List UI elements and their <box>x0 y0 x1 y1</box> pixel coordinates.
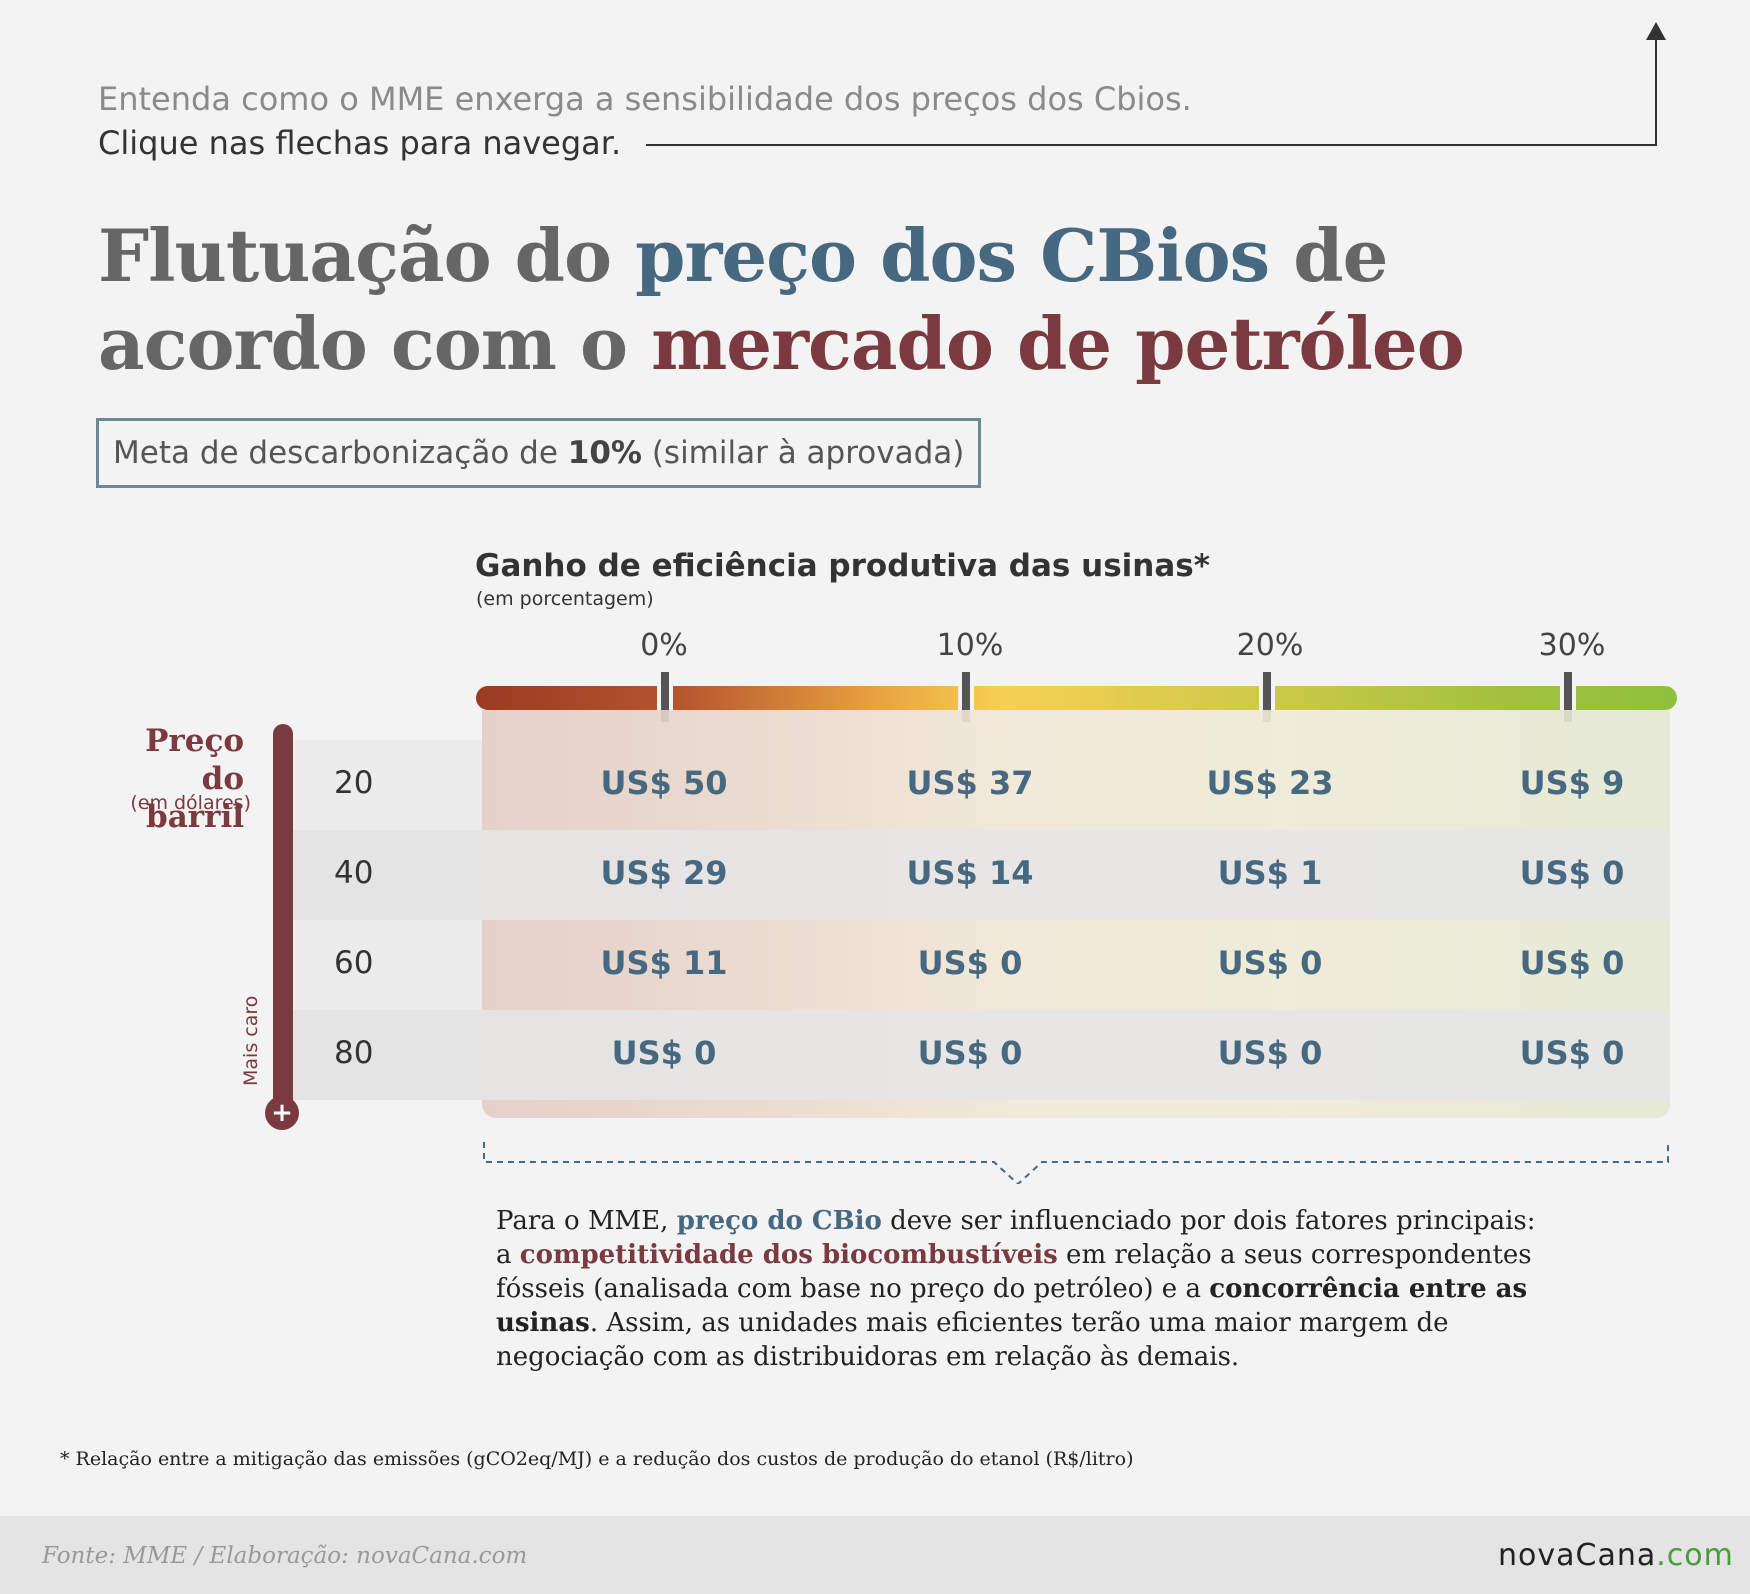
desc-highlight-competitiveness: competitividade dos biocombustíveis <box>519 1240 1058 1270</box>
desc-highlight-competition: concorrência entre as usinas <box>496 1274 1528 1338</box>
nav-line-vertical <box>1655 36 1657 146</box>
novacana-logo[interactable]: novaCana.com <box>1498 1538 1734 1573</box>
scenario-value: 10% <box>567 435 642 471</box>
row-price-label: 20 <box>334 765 374 801</box>
plus-icon: + <box>265 1096 299 1130</box>
arrow-up-icon[interactable] <box>1646 22 1666 40</box>
row-header-cell <box>292 1010 482 1100</box>
row-header-cell <box>292 740 482 830</box>
dashed-brace <box>483 1142 1669 1184</box>
title-part-1: Flutuação do <box>98 213 636 298</box>
column-label: 30% <box>1538 628 1606 663</box>
column-label: 20% <box>1236 628 1304 663</box>
footnote: * Relação entre a mitigação das emissões… <box>60 1448 1134 1470</box>
desc-highlight-price: preço do CBio <box>676 1206 882 1236</box>
scenario-box: Meta de descarbonização de 10% (similar … <box>96 418 982 488</box>
efficiency-gradient-bar <box>476 686 1677 710</box>
chart-subtitle: (em porcentagem) <box>476 588 654 610</box>
table-cell: US$ 11 <box>600 944 728 982</box>
table-cell: US$ 1 <box>1217 854 1323 892</box>
table-row <box>292 1010 1670 1100</box>
table-cell: US$ 37 <box>906 764 1034 802</box>
column-label: 0% <box>640 628 688 663</box>
table-cell: US$ 14 <box>906 854 1034 892</box>
table-cell: US$ 0 <box>1217 1034 1323 1072</box>
title-part-3: de acordo com o <box>98 213 1388 386</box>
intro-text: Entenda como o MME enxerga a sensibilida… <box>98 80 1192 118</box>
row-price-label: 40 <box>334 855 374 891</box>
row-header-cell <box>292 920 482 1010</box>
desc-part: . Assim, as unidades mais eficientes ter… <box>496 1308 1449 1372</box>
nav-line <box>646 144 1657 146</box>
table-cell: US$ 50 <box>600 764 728 802</box>
column-label: 10% <box>936 628 1004 663</box>
footer-bar <box>0 1516 1750 1594</box>
table-cell: US$ 9 <box>1519 764 1625 802</box>
scenario-suffix: (similar à aprovada) <box>641 435 965 471</box>
logo-main: novaCana <box>1498 1538 1657 1573</box>
table-cell: US$ 0 <box>917 944 1023 982</box>
desc-part: Para o MME, <box>496 1206 677 1236</box>
table-cell: US$ 0 <box>1519 1034 1625 1072</box>
row-header-cell <box>292 830 482 920</box>
navigation-hint: Clique nas flechas para navegar. <box>98 124 622 162</box>
chart-title: Ganho de eficiência produtiva das usinas… <box>475 548 1210 584</box>
title-highlight-petroleo: mercado de petróleo <box>651 301 1465 386</box>
table-cell: US$ 0 <box>1519 944 1625 982</box>
source-credit: Fonte: MME / Elaboração: novaCana.com <box>42 1543 528 1569</box>
table-cell: US$ 0 <box>917 1034 1023 1072</box>
table-cell: US$ 29 <box>600 854 728 892</box>
row-axis-bar <box>273 724 293 1112</box>
row-price-label: 60 <box>334 945 374 981</box>
table-cell: US$ 23 <box>1206 764 1334 802</box>
table-cell: US$ 0 <box>1519 854 1625 892</box>
title-highlight-cbios: preço dos CBios <box>635 213 1270 298</box>
table-cell: US$ 0 <box>1217 944 1323 982</box>
row-axis-direction-label: Mais caro <box>240 995 262 1086</box>
row-axis-subtitle: (em dólares) <box>130 792 251 814</box>
desc-part: deve ser influenciado por dois fatores p… <box>496 1206 1536 1270</box>
logo-suffix: .com <box>1656 1538 1734 1573</box>
row-axis-title: Preço do barril <box>145 723 244 835</box>
table-cell: US$ 0 <box>611 1034 717 1072</box>
page-title: Flutuação do preço dos CBios de acordo c… <box>98 212 1658 388</box>
scenario-prefix: Meta de descarbonização de <box>113 435 568 471</box>
table-row <box>292 830 1670 920</box>
row-price-label: 80 <box>334 1035 374 1071</box>
desc-part: em relação a seus correspondentes fóssei… <box>496 1240 1532 1304</box>
description-text: Para o MME, preço do CBio deve ser influ… <box>496 1204 1556 1374</box>
